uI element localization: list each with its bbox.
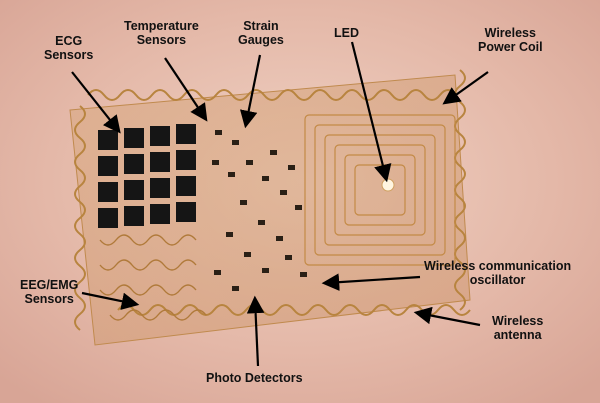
label-photo-detectors: Photo Detectors	[206, 371, 303, 385]
label-temperature-sensors: Temperature Sensors	[124, 19, 199, 47]
label-led: LED	[334, 26, 359, 40]
label-ecg-sensors: ECG Sensors	[44, 34, 94, 62]
label-wireless-power-coil: Wireless Power Coil	[478, 26, 543, 54]
label-wireless-communication-oscillator: Wireless communication oscillator	[424, 259, 572, 287]
led	[381, 178, 395, 192]
device-patch	[69, 69, 471, 346]
component-chips	[212, 130, 307, 291]
label-eeg-emg-sensors: EEG/EMG Sensors	[20, 278, 79, 306]
label-wireless-antenna: Wireless antenna	[492, 314, 544, 342]
serpentine-interconnects	[99, 234, 207, 321]
label-strain-gauges: Strain Gauges	[238, 19, 284, 47]
annotation-arrows	[71, 41, 489, 367]
wireless-power-coil	[304, 114, 456, 266]
ecg-sensor-array	[98, 124, 196, 228]
